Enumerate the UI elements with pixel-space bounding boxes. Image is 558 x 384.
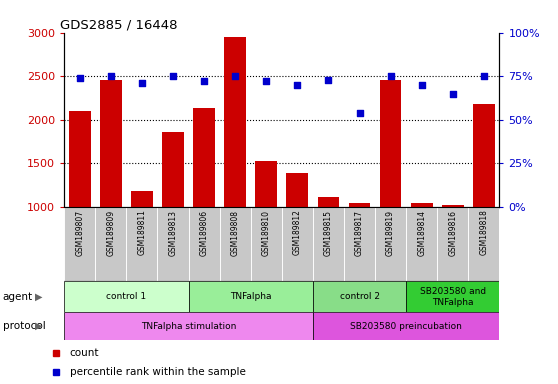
Text: protocol: protocol: [3, 321, 46, 331]
Text: GSM189808: GSM189808: [230, 210, 239, 256]
Point: [107, 73, 116, 79]
Text: GDS2885 / 16448: GDS2885 / 16448: [60, 18, 177, 31]
Text: GSM189818: GSM189818: [479, 210, 488, 255]
Point: [448, 91, 457, 97]
Bar: [379, 79, 402, 207]
Bar: [406, 207, 437, 281]
Bar: [100, 81, 122, 207]
Point: [230, 73, 239, 79]
Bar: [406, 281, 499, 312]
Bar: [64, 312, 313, 340]
Bar: [126, 207, 157, 281]
Bar: [313, 312, 499, 340]
Bar: [375, 207, 406, 281]
Text: GSM189809: GSM189809: [107, 210, 116, 256]
Text: control 1: control 1: [106, 292, 146, 301]
Bar: [282, 207, 313, 281]
Bar: [69, 111, 90, 207]
Point: [417, 82, 426, 88]
Text: agent: agent: [3, 292, 33, 302]
Bar: [313, 281, 406, 312]
Bar: [64, 281, 189, 312]
Text: percentile rank within the sample: percentile rank within the sample: [70, 367, 246, 377]
Text: GSM189814: GSM189814: [417, 210, 426, 256]
Point: [200, 78, 209, 84]
Bar: [224, 37, 246, 207]
Text: GSM189811: GSM189811: [137, 210, 146, 255]
Bar: [473, 104, 495, 207]
Bar: [95, 207, 126, 281]
Bar: [251, 207, 282, 281]
Text: control 2: control 2: [339, 292, 379, 301]
Bar: [64, 207, 95, 281]
Text: GSM189816: GSM189816: [448, 210, 457, 256]
Bar: [442, 205, 464, 207]
Bar: [220, 207, 251, 281]
Bar: [318, 197, 339, 207]
Point: [137, 80, 146, 86]
Point: [293, 82, 302, 88]
Text: GSM189810: GSM189810: [262, 210, 271, 256]
Bar: [286, 173, 308, 207]
Bar: [256, 161, 277, 207]
Text: GSM189815: GSM189815: [324, 210, 333, 256]
Bar: [313, 207, 344, 281]
Bar: [189, 207, 220, 281]
Text: GSM189806: GSM189806: [200, 210, 209, 256]
Point: [324, 76, 333, 83]
Bar: [162, 132, 184, 207]
Text: SB203580 and
TNFalpha: SB203580 and TNFalpha: [420, 287, 486, 306]
Text: TNFalpha: TNFalpha: [230, 292, 271, 301]
Bar: [468, 207, 499, 281]
Text: SB203580 preincubation: SB203580 preincubation: [350, 321, 462, 331]
Bar: [411, 203, 432, 207]
Text: TNFalpha stimulation: TNFalpha stimulation: [141, 321, 236, 331]
Bar: [131, 191, 153, 207]
Point: [479, 73, 488, 79]
Bar: [349, 203, 371, 207]
Text: GSM189812: GSM189812: [293, 210, 302, 255]
Bar: [193, 108, 215, 207]
Text: ▶: ▶: [35, 292, 42, 302]
Point: [75, 75, 84, 81]
Bar: [189, 281, 313, 312]
Point: [262, 78, 271, 84]
Text: ▶: ▶: [35, 321, 42, 331]
Text: GSM189807: GSM189807: [75, 210, 84, 256]
Text: GSM189813: GSM189813: [169, 210, 177, 256]
Text: GSM189817: GSM189817: [355, 210, 364, 256]
Text: count: count: [70, 348, 99, 358]
Text: GSM189819: GSM189819: [386, 210, 395, 256]
Bar: [344, 207, 375, 281]
Bar: [157, 207, 189, 281]
Point: [355, 109, 364, 116]
Point: [386, 73, 395, 79]
Point: [169, 73, 177, 79]
Bar: [437, 207, 468, 281]
